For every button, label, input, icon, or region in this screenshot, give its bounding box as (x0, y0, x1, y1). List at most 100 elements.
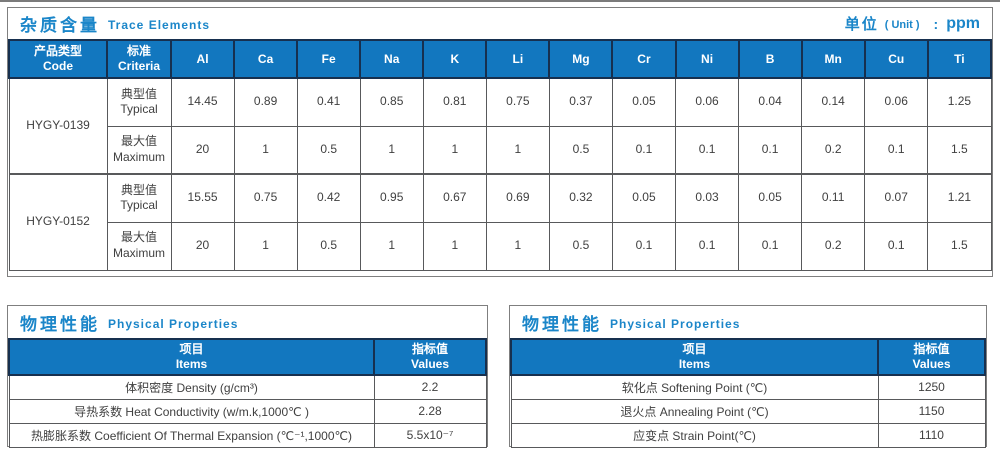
trace-value-cell: 0.1 (864, 221, 929, 271)
col-header-element: K (422, 39, 488, 79)
physical-right-titlebar: 物理性能 Physical Properties (510, 306, 986, 338)
trace-value-cell: 20 (170, 125, 235, 175)
trace-value-cell: 1 (422, 125, 487, 175)
col-header-criteria-zh: 标准 (126, 44, 151, 58)
trace-value-cell: 0.1 (674, 125, 740, 175)
col-header-element: B (737, 39, 803, 79)
table-row: 导热系数 Heat Conductivity (w/m.k,1000℃ ) 2.… (8, 398, 487, 424)
trace-value-cell: 1 (485, 221, 550, 271)
product-code-cell: HYGY-0139 (8, 77, 108, 175)
trace-value-cell: 0.1 (864, 125, 929, 175)
criteria-cell: 典型值 Typical (106, 173, 172, 223)
unit-label-zh: 单位 (844, 16, 879, 33)
col-header-element: Cr (611, 39, 677, 79)
property-item-cell: 软化点 Softening Point (℃) (510, 374, 879, 400)
criteria-label-zh: 最大值 (120, 134, 157, 149)
trace-value-cell: 0.95 (359, 173, 424, 223)
table-row: 热膨胀系数 Coefficient Of Thermal Expansion (… (8, 422, 487, 448)
trace-value-cell: 0.85 (359, 77, 424, 127)
trace-value-cell: 1.5 (927, 221, 992, 271)
trace-value-cell: 0.11 (801, 173, 866, 223)
criteria-cell: 最大值 Maximum (106, 221, 172, 271)
trace-value-cell: 15.55 (170, 173, 235, 223)
property-value-cell: 1150 (877, 398, 986, 424)
physical-left-title-zh: 物理性能 (20, 314, 100, 334)
col-header-code: 产品类型 Code (8, 39, 108, 79)
trace-value-cell: 0.5 (296, 125, 361, 175)
trace-value-cell: 14.45 (170, 77, 235, 127)
physical-left-table: 项目 Items 指标值 Values 体积密度 Density (g/cm³)… (8, 338, 487, 448)
trace-value-cell: 1 (233, 125, 298, 175)
col-header-element: Ti (926, 39, 993, 79)
criteria-label-en: Maximum (112, 149, 165, 164)
trace-value-cell: 0.07 (864, 173, 929, 223)
physical-right-table: 项目 Items 指标值 Values 软化点 Softening Point … (510, 338, 986, 448)
trace-value-cell: 0.03 (674, 173, 740, 223)
col-header-element: Mn (800, 39, 866, 79)
col-header-values: 指标值 Values (373, 338, 487, 376)
trace-value-cell: 0.1 (674, 221, 740, 271)
property-item-cell: 退火点 Annealing Point (℃) (510, 398, 879, 424)
col-header-code-zh: 产品类型 (33, 44, 82, 58)
trace-value-cell: 0.14 (801, 77, 866, 127)
trace-value-cell: 0.1 (611, 125, 677, 175)
trace-value-cell: 0.1 (738, 125, 803, 175)
col-header-element: Cu (863, 39, 929, 79)
trace-value-cell: 0.32 (548, 173, 613, 223)
trace-value-cell: 1 (359, 125, 424, 175)
trace-value-cell: 0.41 (296, 77, 361, 127)
col-header-items: 项目 Items (510, 338, 879, 376)
criteria-label-zh: 最大值 (120, 230, 157, 245)
property-item-cell: 应变点 Strain Point(℃) (510, 422, 879, 448)
trace-value-cell: 1 (422, 221, 487, 271)
col-header-values-zh: 指标值 (913, 342, 950, 356)
trace-value-cell: 0.2 (801, 221, 866, 271)
criteria-cell: 典型值 Typical (106, 77, 172, 127)
physical-properties-left-panel: 物理性能 Physical Properties 项目 Items 指标值 Va… (7, 305, 488, 448)
col-header-element: Al (169, 39, 236, 79)
trace-value-cell: 0.5 (548, 125, 613, 175)
property-value-cell: 1110 (877, 422, 986, 448)
col-header-items-zh: 项目 (179, 342, 204, 356)
trace-title-zh: 杂质含量 (20, 16, 100, 35)
col-header-criteria-en: Criteria (117, 59, 161, 73)
trace-row-0152-maximum: 最大值 Maximum 20 1 0.5 1 1 1 0.5 0.1 0.1 0… (9, 221, 992, 271)
col-header-items: 项目 Items (8, 338, 375, 376)
trace-value-cell: 0.75 (485, 77, 550, 127)
trace-value-cell: 0.06 (674, 77, 740, 127)
property-item-cell: 热膨胀系数 Coefficient Of Thermal Expansion (… (8, 422, 375, 448)
col-header-element: Ca (233, 39, 299, 79)
trace-value-cell: 0.42 (296, 173, 361, 223)
trace-value-cell: 0.89 (233, 77, 298, 127)
property-item-cell: 体积密度 Density (g/cm³) (8, 374, 375, 400)
property-value-cell: 1250 (877, 374, 986, 400)
criteria-label-en: Typical (120, 102, 158, 117)
trace-value-cell: 0.05 (611, 173, 677, 223)
trace-row-0139-typical: HYGY-0139 典型值 Typical 14.45 0.89 0.41 0.… (8, 77, 992, 175)
criteria-label-en: Maximum (112, 246, 165, 260)
trace-value-cell: 0.1 (738, 221, 803, 271)
col-header-items-zh: 项目 (682, 342, 707, 356)
trace-value-cell: 0.81 (422, 77, 487, 127)
trace-value-cell: 1.25 (927, 77, 992, 127)
physical-left-header-row: 项目 Items 指标值 Values (8, 338, 487, 376)
unit-value: ppm (946, 14, 980, 32)
physical-right-title-zh: 物理性能 (522, 314, 602, 334)
col-header-code-en: Code (43, 59, 73, 73)
criteria-label-zh: 典型值 (120, 182, 157, 197)
col-header-element: Mg (548, 39, 614, 79)
table-row: 退火点 Annealing Point (℃) 1150 (510, 398, 986, 424)
trace-value-cell: 0.5 (548, 221, 613, 271)
trace-elements-table: 产品类型 Code 标准 Criteria Al Ca Fe Na K Li M… (8, 39, 993, 271)
col-header-values-en: Values (912, 357, 951, 371)
criteria-label-zh: 典型值 (120, 86, 157, 101)
col-header-values-zh: 指标值 (411, 342, 448, 356)
trace-value-cell: 1 (485, 125, 550, 175)
trace-elements-panel: 杂质含量 Trace Elements 单位 ( Unit ) : ppm 产品… (7, 7, 993, 277)
product-code-cell: HYGY-0152 (8, 173, 108, 271)
trace-value-cell: 0.05 (738, 173, 803, 223)
trace-value-cell: 0.06 (864, 77, 929, 127)
trace-value-cell: 0.67 (422, 173, 487, 223)
col-header-element: Li (485, 39, 551, 79)
property-value-cell: 5.5x10⁻⁷ (373, 422, 487, 448)
